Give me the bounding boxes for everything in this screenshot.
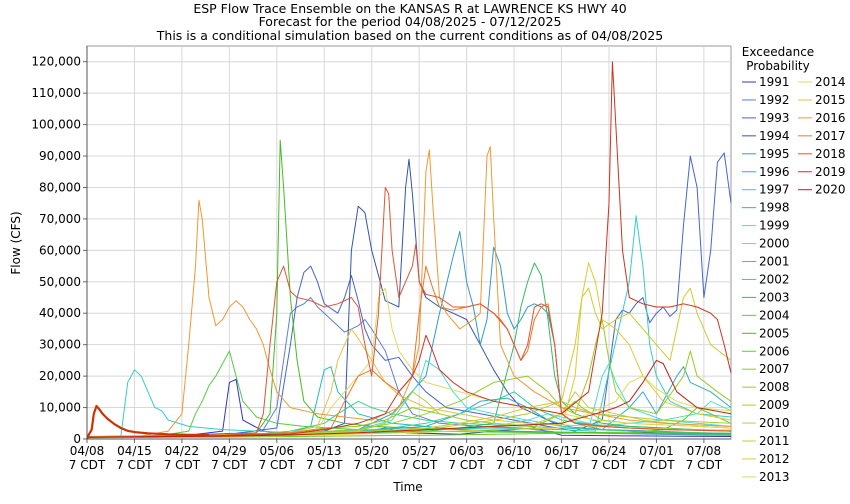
x-tick-label-date: 06/03 <box>449 444 484 458</box>
legend-label-2012: 2012 <box>759 452 790 466</box>
legend-label-1995: 1995 <box>759 147 790 161</box>
x-tick-label-date: 06/10 <box>497 444 532 458</box>
legend-label-2000: 2000 <box>759 237 790 251</box>
legend-label-1993: 1993 <box>759 111 790 125</box>
y-tick-label: 70,000 <box>39 212 81 226</box>
y-tick-label: 110,000 <box>31 86 81 100</box>
series-line-2004 <box>86 350 732 438</box>
legend-label-2007: 2007 <box>759 362 790 376</box>
legend-label-1999: 1999 <box>759 219 790 233</box>
x-tick-label-time: 7 CDT <box>591 458 628 472</box>
y-tick-label: 80,000 <box>39 180 81 194</box>
series-line-2005 <box>86 139 732 438</box>
y-tick-label: 90,000 <box>39 149 81 163</box>
x-tick-label-time: 7 CDT <box>306 458 343 472</box>
x-tick-label-time: 7 CDT <box>496 458 533 472</box>
y-tick-label: 30,000 <box>39 338 81 352</box>
y-axis-label: Flow (CFS) <box>9 211 23 274</box>
legend-label-2019: 2019 <box>815 165 846 179</box>
legend-label-2014: 2014 <box>815 75 846 89</box>
legend-label-2001: 2001 <box>759 255 790 269</box>
legend-label-2011: 2011 <box>759 434 790 448</box>
legend: Exceedance Probability 1991 1992 1993 1994 1… <box>742 45 846 484</box>
y-tick-label: 10,000 <box>39 401 81 415</box>
x-tick-label-date: 04/08 <box>70 444 105 458</box>
legend-label-2015: 2015 <box>815 93 846 107</box>
y-tick-label: 50,000 <box>39 275 81 289</box>
legend-label-2003: 2003 <box>759 290 790 304</box>
x-tick-label-date: 05/27 <box>402 444 437 458</box>
series-line-2008 <box>86 319 732 438</box>
legend-label-1998: 1998 <box>759 201 790 215</box>
legend-label-2004: 2004 <box>759 308 790 322</box>
legend-label-2017: 2017 <box>815 129 846 143</box>
legend-label-1994: 1994 <box>759 129 790 143</box>
series-line-2011 <box>86 287 732 438</box>
legend-label-2008: 2008 <box>759 380 790 394</box>
x-tick-label-date: 06/17 <box>544 444 579 458</box>
x-tick-label-time: 7 CDT <box>354 458 391 472</box>
legend-label-2009: 2009 <box>759 398 790 412</box>
y-tick-label: 60,000 <box>39 243 81 257</box>
x-tick-label-time: 7 CDT <box>164 458 201 472</box>
x-tick-label-date: 05/06 <box>260 444 295 458</box>
series-line-2018 <box>86 187 732 438</box>
series-line-2019 <box>86 61 732 438</box>
axes: 0 10,000 20,000 30,000 40,000 50,000 60,000 70,… <box>31 46 731 472</box>
x-tick-label-date: 06/24 <box>592 444 627 458</box>
legend-label-1997: 1997 <box>759 183 790 197</box>
x-tick-label-date: 07/08 <box>687 444 722 458</box>
chart-subtitle-conditions: This is a conditional simulation based o… <box>156 28 663 43</box>
y-tick-label: 100,000 <box>31 118 81 132</box>
series-line-2010 <box>86 391 732 438</box>
series-line-1993 <box>86 152 732 437</box>
legend-label-2013: 2013 <box>759 470 790 484</box>
observed-line <box>85 404 210 440</box>
x-tick-label-date: 04/15 <box>117 444 152 458</box>
y-tick-label: 0 <box>73 432 81 446</box>
series-line-2020 <box>86 359 732 438</box>
x-tick-label-time: 7 CDT <box>543 458 580 472</box>
x-tick-label-date: 04/29 <box>212 444 247 458</box>
legend-label-2010: 2010 <box>759 416 790 430</box>
x-tick-label-time: 7 CDT <box>401 458 438 472</box>
chart-title: ESP Flow Trace Ensemble on the KANSAS R … <box>193 1 626 16</box>
legend-label-2016: 2016 <box>815 111 846 125</box>
x-tick-label-time: 7 CDT <box>686 458 723 472</box>
legend-title-line2: Probability <box>746 59 809 73</box>
x-tick-label-time: 7 CDT <box>69 458 106 472</box>
legend-label-1992: 1992 <box>759 93 790 107</box>
chart-subtitle-period: Forecast for the period 04/08/2025 - 07/… <box>259 14 562 29</box>
series-line-2006 <box>86 407 732 439</box>
x-tick-label-time: 7 CDT <box>259 458 296 472</box>
y-tick-label: 120,000 <box>31 55 81 69</box>
y-tick-label: 40,000 <box>39 306 81 320</box>
legend-label-2002: 2002 <box>759 272 790 286</box>
series-line-1994 <box>86 158 732 438</box>
x-tick-label-date: 05/20 <box>354 444 389 458</box>
series-lines <box>85 61 732 440</box>
x-tick-label-time: 7 CDT <box>116 458 153 472</box>
x-tick-label-date: 04/22 <box>165 444 200 458</box>
x-tick-label-time: 7 CDT <box>211 458 248 472</box>
legend-label-2005: 2005 <box>759 326 790 340</box>
legend-label-2018: 2018 <box>815 147 846 161</box>
legend-label-2020: 2020 <box>815 183 846 197</box>
x-tick-label-time: 7 CDT <box>448 458 485 472</box>
x-tick-label-time: 7 CDT <box>638 458 675 472</box>
x-axis-label: Time <box>392 480 422 494</box>
x-tick-label-date: 05/13 <box>307 444 342 458</box>
x-tick-label-date: 07/01 <box>639 444 674 458</box>
series-line-2015 <box>86 328 732 438</box>
legend-label-1991: 1991 <box>759 75 790 89</box>
plot-area <box>86 45 732 440</box>
legend-label-2006: 2006 <box>759 344 790 358</box>
legend-label-1996: 1996 <box>759 165 790 179</box>
y-tick-label: 20,000 <box>39 369 81 383</box>
legend-title-line1: Exceedance <box>742 45 814 59</box>
